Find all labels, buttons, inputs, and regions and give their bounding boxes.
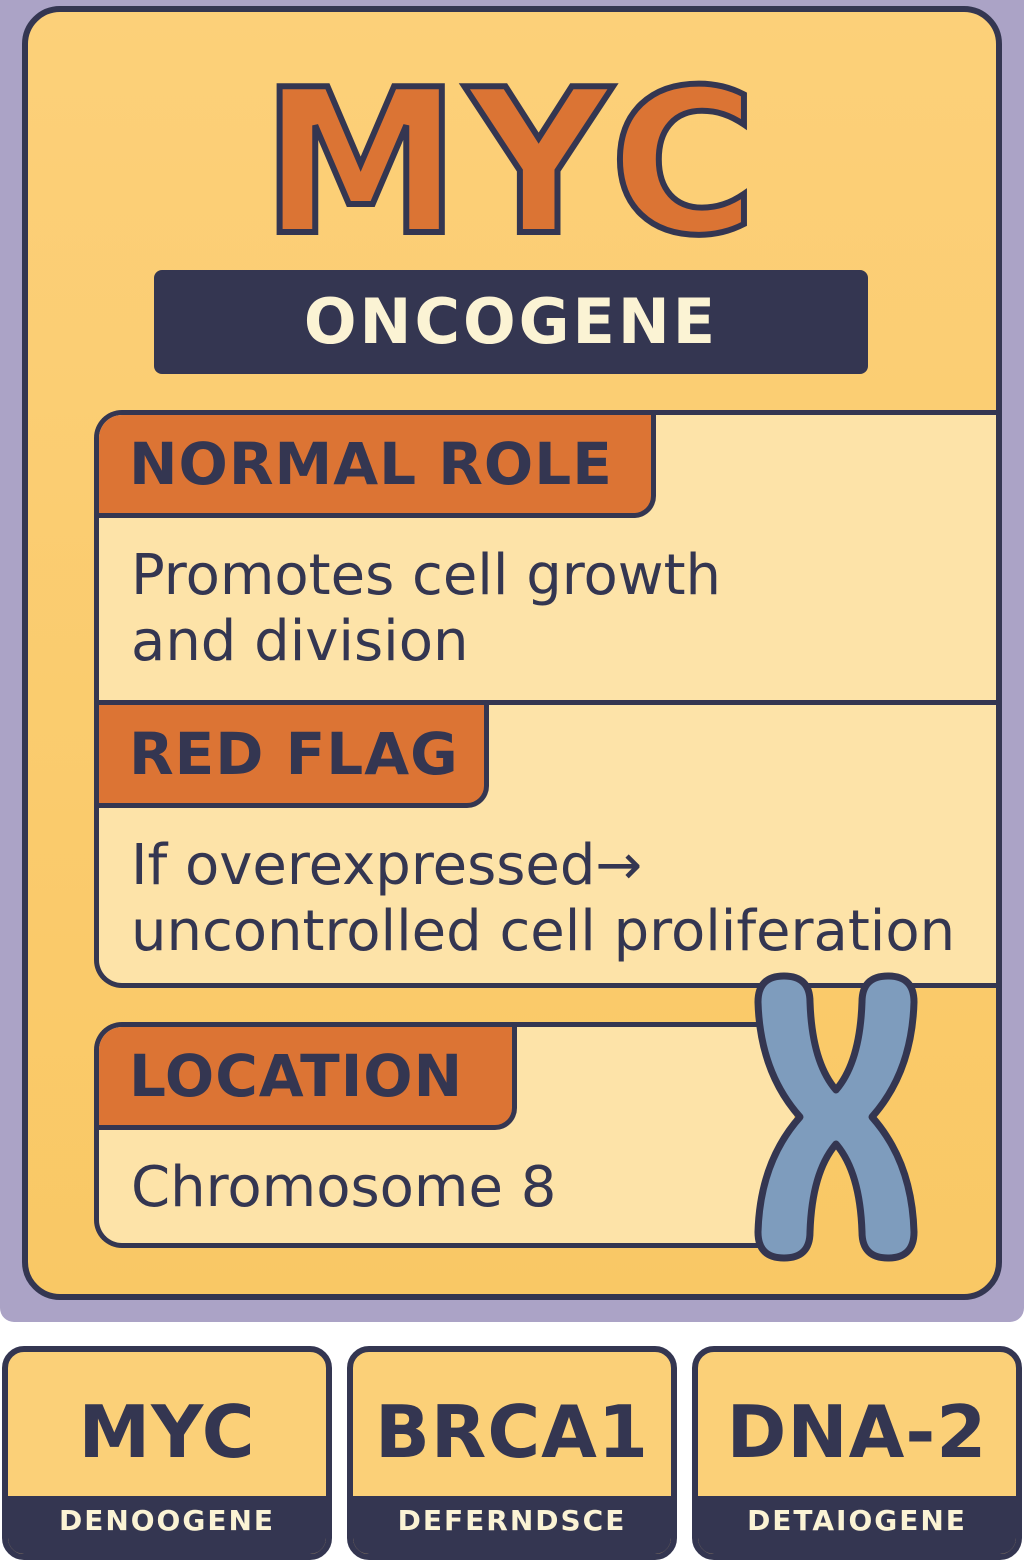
location-label: LOCATION — [99, 1027, 517, 1130]
mini-card-myc[interactable]: MYC DENOOGENE — [2, 1346, 332, 1560]
red-flag-text: If overexpressed→ uncontrolled cell prol… — [131, 833, 956, 964]
chromosome-icon — [754, 972, 918, 1262]
gene-type-banner: ONCOGENE — [154, 270, 868, 374]
normal-role-label: NORMAL ROLE — [99, 415, 656, 518]
info-panel: NORMAL ROLE Promotes cell growth and div… — [94, 410, 996, 988]
mini-card-dna-2[interactable]: DNA-2 DETAIOGENE — [692, 1346, 1022, 1560]
gene-title: MYC — [258, 47, 763, 280]
location-text: Chromosome 8 — [131, 1155, 557, 1220]
location-section: LOCATION Chromosome 8 — [94, 1022, 794, 1248]
mini-card-name: BRCA1 — [375, 1390, 649, 1474]
mini-card-name: MYC — [78, 1390, 256, 1474]
mini-card-brca1[interactable]: BRCA1 DEFERNDSCE — [347, 1346, 677, 1560]
card-frame: MYC ONCOGENE NORMAL ROLE Promotes cell g… — [0, 0, 1024, 1322]
mini-card-type: DEFERNDSCE — [353, 1496, 671, 1554]
normal-role-text: Promotes cell growth and division — [131, 543, 722, 674]
normal-role-section: NORMAL ROLE Promotes cell growth and div… — [99, 415, 996, 705]
gene-card: MYC ONCOGENE NORMAL ROLE Promotes cell g… — [22, 6, 1002, 1300]
red-flag-label: RED FLAG — [99, 705, 489, 808]
red-flag-section: RED FLAG If overexpressed→ uncontrolled … — [99, 705, 996, 983]
gene-card-list: MYC DENOOGENE BRCA1 DEFERNDSCE DNA-2 DET… — [0, 1346, 1024, 1560]
mini-card-type: DETAIOGENE — [698, 1496, 1016, 1554]
mini-card-name: DNA-2 — [726, 1390, 988, 1474]
mini-card-type: DENOOGENE — [8, 1496, 326, 1554]
